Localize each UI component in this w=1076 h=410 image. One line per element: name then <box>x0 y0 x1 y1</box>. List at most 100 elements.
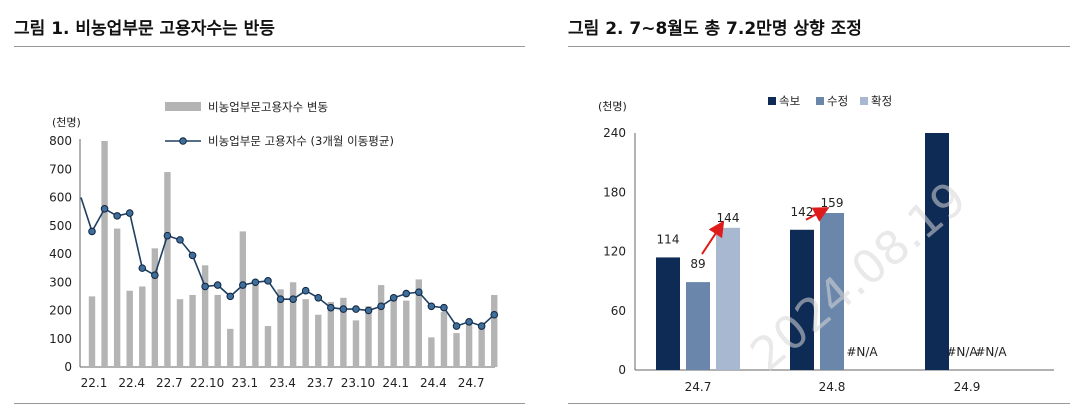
figure-1-bar <box>390 294 397 367</box>
figure-2-top-rule <box>568 46 1070 47</box>
figure-1-y-tick: 200 <box>49 304 72 318</box>
figure-1-x-tick: 23.10 <box>341 376 375 390</box>
figure-1-bar <box>478 327 485 367</box>
figure-1-legend-bar-label: 비농업부문고용자수 변동 <box>208 100 328 114</box>
figure-1-line-point <box>264 277 272 285</box>
figure-1-line-point <box>364 306 373 315</box>
figure-2-bar <box>716 227 740 370</box>
figure-2-data-label: #N/A <box>846 345 878 359</box>
figure-1-line-point <box>113 212 121 220</box>
figure-1-line-point <box>239 281 247 289</box>
figure-1-line-point <box>213 281 222 289</box>
figure-1-x-tick: 22.4 <box>118 376 145 390</box>
figure-2-bar <box>925 133 949 370</box>
figure-1-bar <box>277 289 284 367</box>
figure-2-bottom-rule <box>568 403 1070 404</box>
figure-1-bar <box>415 279 423 367</box>
figure-2-y-tick: 0 <box>618 363 626 377</box>
figure-1-bar <box>189 294 196 367</box>
figure-1-x-tick: 24.1 <box>382 376 409 390</box>
figure-1-moving-average-line <box>80 197 495 327</box>
figure-1-y-tick: 400 <box>49 247 72 261</box>
figure-1-bottom-rule <box>14 403 525 404</box>
figure-1-title: 그림 1. 비농업부문 고용자수는 반등 <box>14 19 275 39</box>
figure-1-x-tick: 22.10 <box>190 376 224 390</box>
figure-1-bar <box>164 172 171 367</box>
figure-1-line-point <box>465 318 473 326</box>
figure-1-panel: 그림 1. 비농업부문 고용자수는 반등 (천명) 0 100 200 300 400 50… <box>0 0 525 410</box>
figure-2-bar <box>820 212 844 370</box>
figure-1-bar <box>289 282 297 367</box>
figure-1-line-point <box>452 322 461 330</box>
figure-2-data-label: #N/A <box>946 345 978 359</box>
figure-2-revision-arrow <box>805 207 830 222</box>
figure-2-bar <box>656 257 680 370</box>
figure-1-y-tick: 700 <box>49 162 72 176</box>
figure-1-x-tick: 23.7 <box>307 376 334 390</box>
figure-1-line-point <box>352 305 360 313</box>
figure-2-y-tick: 60 <box>611 304 626 318</box>
figure-1-bar <box>139 286 146 367</box>
figure-1-y-tick: 100 <box>49 332 72 346</box>
figure-1-x-tick: 23.1 <box>231 376 258 390</box>
figure-1-line-point <box>402 289 411 298</box>
figure-1-line-point <box>477 322 486 330</box>
figure-1-bar <box>227 328 234 367</box>
figure-1-x-tick: 24.4 <box>420 376 447 390</box>
figure-1-line-point <box>440 303 448 312</box>
figure-1-line-point <box>100 205 109 213</box>
figure-1-y-tick: 800 <box>49 134 72 148</box>
figure-1-bar <box>214 294 221 367</box>
figure-1-bar <box>151 248 159 367</box>
figure-2-data-label: 159 <box>821 196 844 210</box>
figure-2-y-tick: 180 <box>603 185 626 199</box>
figure-1-bar <box>315 314 322 367</box>
figure-2-x-tick: 24.8 <box>819 380 846 394</box>
figure-2-revision-arrow <box>701 220 725 255</box>
figure-1-bar <box>365 306 372 367</box>
figure-1-bar <box>113 228 121 367</box>
figure-1-y-tick: 500 <box>49 219 72 233</box>
figure-2-data-label: 142 <box>791 205 814 219</box>
figure-1-line-point <box>163 231 172 240</box>
figure-1-line-point <box>377 302 385 311</box>
figure-1-bar <box>403 300 410 367</box>
figure-1-bar <box>352 320 360 367</box>
figure-2-bar <box>790 229 814 370</box>
figure-1-bar <box>340 297 347 367</box>
figure-1-y-tick: 0 <box>64 360 72 374</box>
figure-1-y-tick: 600 <box>49 191 72 205</box>
figure-1-bar <box>302 299 309 367</box>
figure-2-legend-swatch <box>860 97 868 105</box>
figure-1-line-point <box>176 236 184 244</box>
figure-1-chart: (천명) 0 100 200 300 400 500 600 700 800 22.1 22.4 22.… <box>49 100 499 390</box>
figure-1-bar <box>176 299 184 367</box>
figure-1-y-unit: (천명) <box>52 115 81 129</box>
figure-1-line-point <box>88 227 96 236</box>
figure-1-bar <box>88 296 96 367</box>
figure-1-line-point <box>226 292 235 301</box>
figure-2-y-unit: (천명) <box>598 99 627 113</box>
figure-1-legend-line-label: 비농업부문 고용자수 (3개월 이동평균) <box>208 134 394 148</box>
figure-1-bar <box>428 337 435 367</box>
figure-1-line-point <box>251 278 260 287</box>
figure-1-bar <box>440 311 448 367</box>
figure-1-line-point <box>427 302 436 311</box>
figure-2-x-tick: 24.9 <box>954 380 981 394</box>
figure-1-line-point <box>339 305 348 313</box>
figure-1-line-point <box>389 293 398 302</box>
figure-1-bar <box>453 333 460 367</box>
figure-2-data-label: 114 <box>657 232 680 246</box>
figure-1-line-point <box>138 264 147 272</box>
figure-1-bar <box>126 290 133 367</box>
figure-1-bar <box>239 231 247 367</box>
figure-2-legend-swatch <box>816 97 824 105</box>
figure-1-legend-bar-swatch <box>165 102 201 111</box>
figure-1-legend-line-marker <box>179 137 187 145</box>
figure-1-line-point <box>188 251 197 260</box>
figure-2-legend-label: 확정 <box>871 94 892 108</box>
figure-1-top-rule <box>14 46 525 47</box>
figure-1-y-tick: 300 <box>49 275 72 289</box>
figure-1-line-point <box>327 303 335 312</box>
figure-1-bar <box>252 285 259 367</box>
